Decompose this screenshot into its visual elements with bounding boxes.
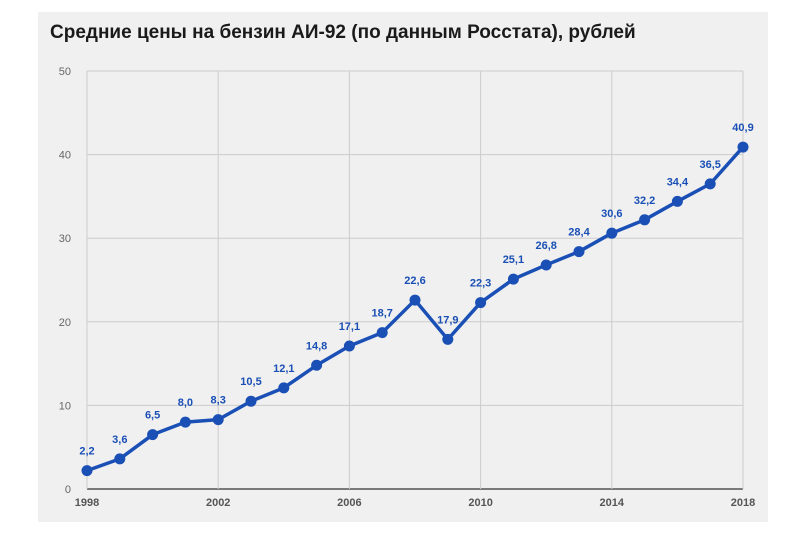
data-label: 18,7	[371, 308, 392, 320]
data-label: 17,9	[437, 314, 458, 326]
data-label: 3,6	[112, 434, 127, 446]
data-point	[81, 465, 93, 477]
x-tick-label: 2006	[337, 497, 361, 509]
data-points	[81, 141, 749, 477]
data-label: 22,6	[404, 275, 425, 287]
data-point	[704, 178, 716, 190]
data-point	[507, 273, 519, 285]
data-point	[278, 382, 290, 394]
data-label: 8,0	[178, 397, 193, 409]
y-tick-label: 0	[65, 484, 71, 496]
x-tick-label: 2018	[731, 497, 755, 509]
data-label: 34,4	[667, 176, 689, 188]
x-tick-label: 2010	[468, 497, 492, 509]
data-point	[671, 195, 683, 207]
data-point	[114, 453, 126, 465]
data-point	[475, 297, 487, 309]
data-point	[737, 141, 749, 153]
data-label: 36,5	[699, 159, 720, 171]
chart-title: Средние цены на бензин АИ-92 (по данным …	[50, 22, 636, 43]
y-tick-label: 20	[59, 317, 71, 329]
data-label: 8,3	[211, 395, 226, 407]
data-label: 2,2	[79, 446, 94, 458]
data-label: 22,3	[470, 278, 491, 290]
data-label: 32,2	[634, 195, 655, 207]
chart-panel	[38, 12, 768, 522]
data-point	[245, 395, 257, 407]
data-label: 28,4	[568, 227, 590, 239]
x-tick-label: 2002	[206, 497, 230, 509]
data-point	[409, 294, 421, 306]
data-label: 12,1	[273, 363, 294, 375]
x-tick-label: 1998	[75, 497, 99, 509]
data-point	[442, 333, 454, 345]
data-label: 40,9	[732, 122, 753, 134]
y-tick-label: 50	[59, 66, 71, 78]
y-tick-label: 40	[59, 150, 71, 162]
data-point	[606, 227, 618, 239]
data-point	[573, 246, 585, 258]
data-point	[540, 259, 552, 271]
y-tick-label: 10	[59, 400, 71, 412]
data-point	[639, 214, 651, 226]
data-label: 25,1	[503, 254, 524, 266]
y-axis-ticks: 0 10 20 30 40 50	[59, 66, 71, 496]
data-point	[311, 359, 323, 371]
data-point	[147, 429, 159, 441]
data-point	[212, 414, 224, 426]
data-label: 14,8	[306, 340, 327, 352]
x-axis-ticks: 1998 2002 2006 2010 2014 2018	[75, 497, 755, 509]
data-labels: 2,2 3,6 6,5 8,0 8,3 10,5 12,1 14,8 17,1 18,7 22,6 1…	[79, 122, 753, 458]
data-label: 26,8	[535, 240, 556, 252]
y-tick-label: 30	[59, 233, 71, 245]
data-label: 17,1	[339, 321, 360, 333]
data-point	[179, 416, 191, 428]
x-tick-label: 2014	[600, 497, 625, 509]
data-label: 10,5	[240, 376, 261, 388]
data-label: 30,6	[601, 208, 622, 220]
data-label: 6,5	[145, 410, 160, 422]
data-point	[376, 327, 388, 339]
data-point	[343, 340, 355, 352]
